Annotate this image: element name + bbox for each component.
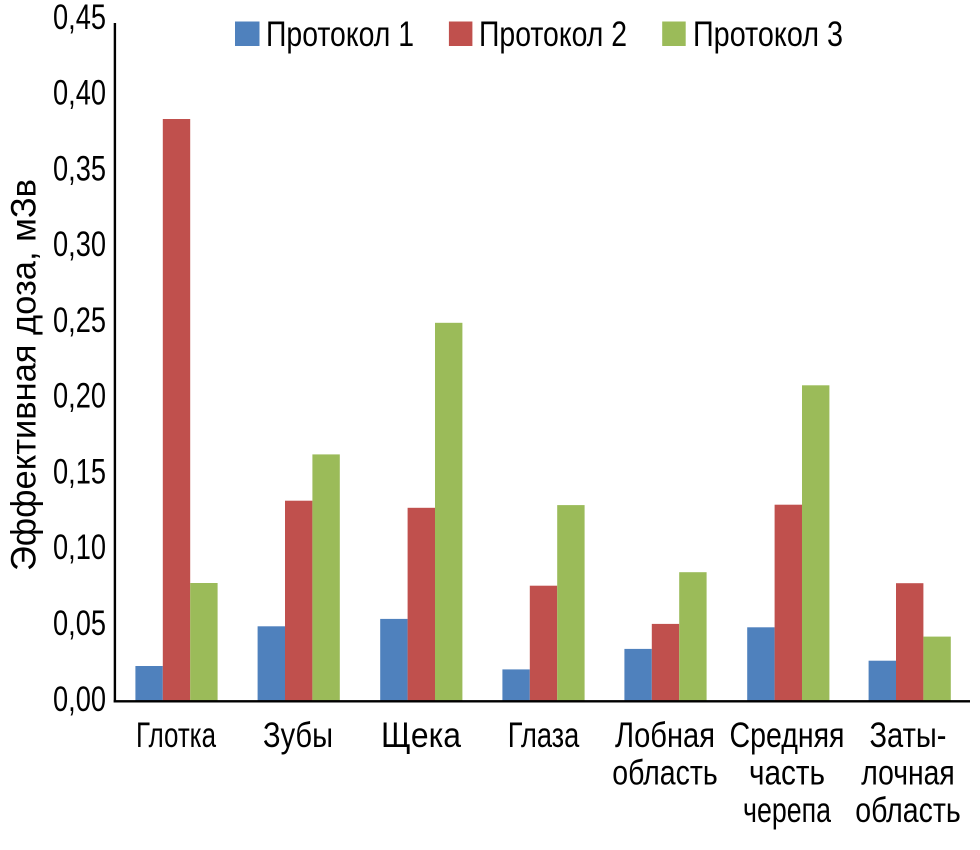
svg-text:0,20: 0,20 (53, 377, 106, 416)
svg-text:0,25: 0,25 (53, 301, 106, 340)
svg-text:часть: часть (749, 754, 825, 793)
svg-text:0,30: 0,30 (53, 225, 106, 264)
svg-text:0,40: 0,40 (53, 74, 106, 113)
svg-text:область: область (612, 754, 718, 793)
svg-text:Лобная: Лобная (615, 716, 715, 755)
svg-text:0,45: 0,45 (53, 0, 106, 37)
svg-text:0,10: 0,10 (53, 528, 106, 567)
svg-text:Эффективная доза, мЗв: Эффективная доза, мЗв (5, 179, 44, 571)
svg-text:Протокол 2: Протокол 2 (479, 15, 627, 54)
svg-text:0,15: 0,15 (53, 453, 106, 492)
svg-text:0,05: 0,05 (53, 604, 106, 643)
svg-text:Заты-: Заты- (870, 716, 947, 755)
svg-text:0,35: 0,35 (53, 149, 106, 188)
svg-text:Щека: Щека (381, 716, 461, 755)
svg-text:черепа: черепа (743, 791, 831, 830)
svg-text:Протокол 1: Протокол 1 (266, 15, 414, 54)
svg-text:Глаза: Глаза (508, 716, 580, 755)
svg-text:область: область (855, 791, 961, 830)
svg-text:Зубы: Зубы (263, 716, 333, 755)
svg-text:Протокол 3: Протокол 3 (693, 15, 843, 54)
svg-text:лочная: лочная (861, 754, 955, 793)
svg-text:Глотка: Глотка (136, 716, 216, 755)
svg-text:0,00: 0,00 (53, 680, 106, 719)
svg-text:Средняя: Средняя (730, 716, 845, 755)
